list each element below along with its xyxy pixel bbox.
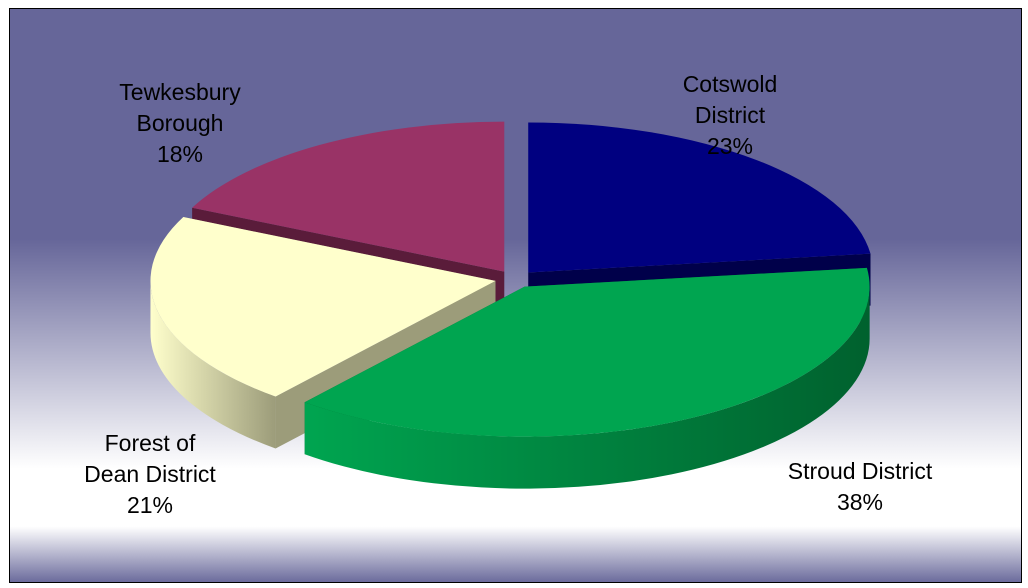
label-name-line: Forest of xyxy=(104,430,196,456)
slice-outer-wall xyxy=(150,280,276,449)
label-name-line: Tewkesbury xyxy=(119,79,241,105)
slice-top xyxy=(150,217,496,397)
label-percent: 21% xyxy=(126,492,174,518)
label-percent: 38% xyxy=(836,489,884,515)
pie-chart xyxy=(10,9,1021,582)
label-cotswold-district: Cotswold District 23% xyxy=(650,69,810,162)
label-tewkesbury-borough: Tewkesbury Borough 18% xyxy=(90,77,270,170)
chart-area: Cotswold District 23% Stroud District 38… xyxy=(9,8,1022,583)
slice-top xyxy=(528,122,871,273)
label-percent: 23% xyxy=(706,133,754,159)
label-stroud-district: Stroud District 38% xyxy=(750,456,970,518)
pie-slice-stroud-district xyxy=(304,267,870,489)
label-name-line: Dean District xyxy=(84,461,216,487)
label-name-line: Cotswold xyxy=(682,71,778,97)
slice-outer-wall xyxy=(304,286,870,489)
label-percent: 18% xyxy=(156,141,204,167)
label-name-line: Borough xyxy=(136,110,224,136)
label-name-line: District xyxy=(694,102,766,128)
slice-top xyxy=(192,121,505,272)
label-name-line: Stroud District xyxy=(787,458,933,484)
label-forest-of-dean-district: Forest of Dean District 21% xyxy=(55,428,245,521)
slice-top xyxy=(304,267,870,437)
